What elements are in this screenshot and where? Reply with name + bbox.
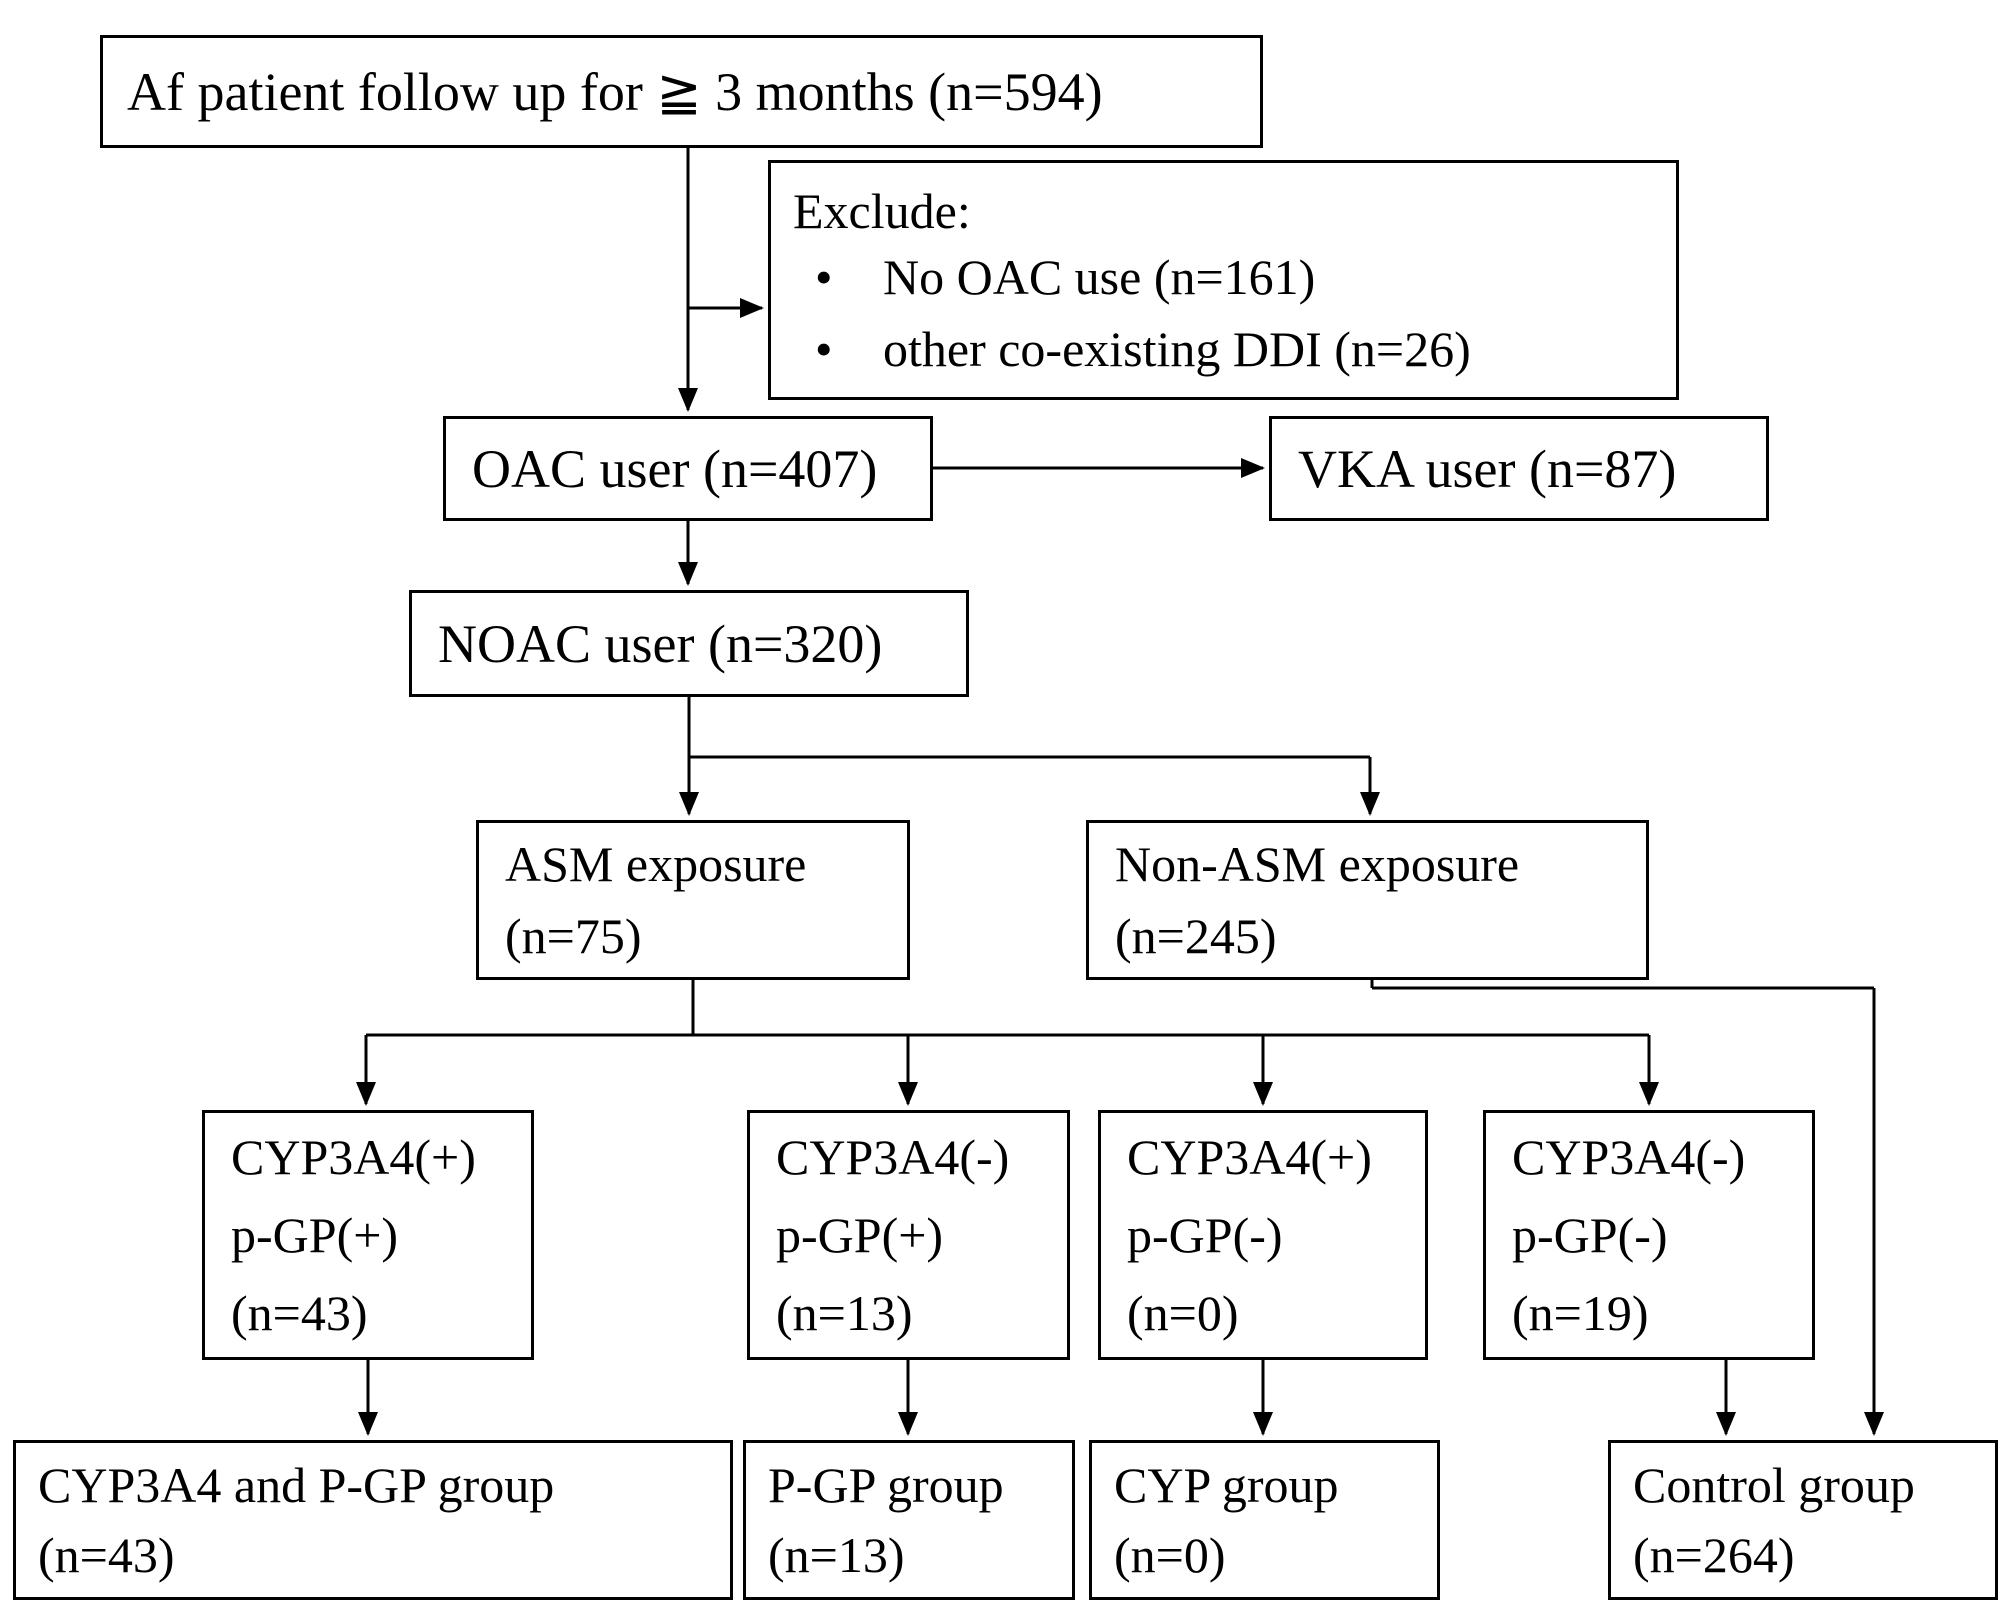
bullet-icon: • <box>815 249 833 305</box>
node-count: (n=13) <box>776 1285 913 1341</box>
exclude-item-label: No OAC use (n=161) <box>883 249 1316 305</box>
node-exclude-title: Exclude: <box>793 183 971 239</box>
node-line: CYP3A4(-) <box>776 1129 1010 1185</box>
node-line: p-GP(+) <box>776 1207 944 1263</box>
exclude-item: • other co-existing DDI (n=26) <box>793 320 1676 378</box>
node-count: (n=0) <box>1127 1285 1239 1341</box>
exclude-item: • No OAC use (n=161) <box>793 248 1676 306</box>
node-noac-user-label: NOAC user (n=320) <box>438 613 883 674</box>
node-vka-user-label: VKA user (n=87) <box>1298 438 1677 499</box>
node-group-cyp: CYP group (n=0) <box>1089 1440 1440 1600</box>
group-label: CYP group <box>1114 1457 1339 1513</box>
node-cyp-neg-pgp-pos: CYP3A4(-) p-GP(+) (n=13) <box>747 1110 1070 1360</box>
node-count: (n=19) <box>1512 1285 1649 1341</box>
bullet-icon: • <box>815 321 833 377</box>
node-af-patients: Af patient follow up for ≧ 3 months (n=5… <box>100 35 1263 148</box>
group-label: P-GP group <box>768 1457 1004 1513</box>
node-non-asm-exposure: Non-ASM exposure (n=245) <box>1086 820 1649 980</box>
node-group-pgp: P-GP group (n=13) <box>743 1440 1075 1600</box>
node-line: p-GP(-) <box>1512 1207 1668 1263</box>
node-oac-user: OAC user (n=407) <box>443 416 933 521</box>
group-count: (n=0) <box>1114 1527 1226 1583</box>
node-line: CYP3A4(-) <box>1512 1129 1746 1185</box>
node-asm-exposure-count: (n=75) <box>505 908 642 964</box>
node-asm-exposure: ASM exposure (n=75) <box>476 820 910 980</box>
node-line: CYP3A4(+) <box>231 1129 476 1185</box>
node-cyp-neg-pgp-neg: CYP3A4(-) p-GP(-) (n=19) <box>1483 1110 1815 1360</box>
group-count: (n=13) <box>768 1527 905 1583</box>
node-oac-user-label: OAC user (n=407) <box>472 438 878 499</box>
node-line: p-GP(+) <box>231 1207 399 1263</box>
exclude-item-label: other co-existing DDI (n=26) <box>883 321 1471 377</box>
node-exclude: Exclude: • No OAC use (n=161) • other co… <box>768 160 1679 400</box>
node-group-cyp-and-pgp: CYP3A4 and P-GP group (n=43) <box>13 1440 733 1600</box>
node-count: (n=43) <box>231 1285 368 1341</box>
node-line: p-GP(-) <box>1127 1207 1283 1263</box>
group-label: Control group <box>1633 1457 1915 1513</box>
node-cyp-pos-pgp-neg: CYP3A4(+) p-GP(-) (n=0) <box>1098 1110 1428 1360</box>
group-label: CYP3A4 and P-GP group <box>38 1457 555 1513</box>
group-count: (n=43) <box>38 1527 175 1583</box>
node-cyp-pos-pgp-pos: CYP3A4(+) p-GP(+) (n=43) <box>202 1110 534 1360</box>
group-count: (n=264) <box>1633 1527 1795 1583</box>
node-group-control: Control group (n=264) <box>1608 1440 1998 1600</box>
node-non-asm-exposure-label: Non-ASM exposure <box>1115 836 1520 892</box>
node-noac-user: NOAC user (n=320) <box>409 590 969 697</box>
node-non-asm-exposure-count: (n=245) <box>1115 908 1277 964</box>
node-vka-user: VKA user (n=87) <box>1269 416 1769 521</box>
node-asm-exposure-label: ASM exposure <box>505 836 807 892</box>
node-line: CYP3A4(+) <box>1127 1129 1372 1185</box>
node-af-patients-label: Af patient follow up for ≧ 3 months (n=5… <box>127 62 1103 122</box>
